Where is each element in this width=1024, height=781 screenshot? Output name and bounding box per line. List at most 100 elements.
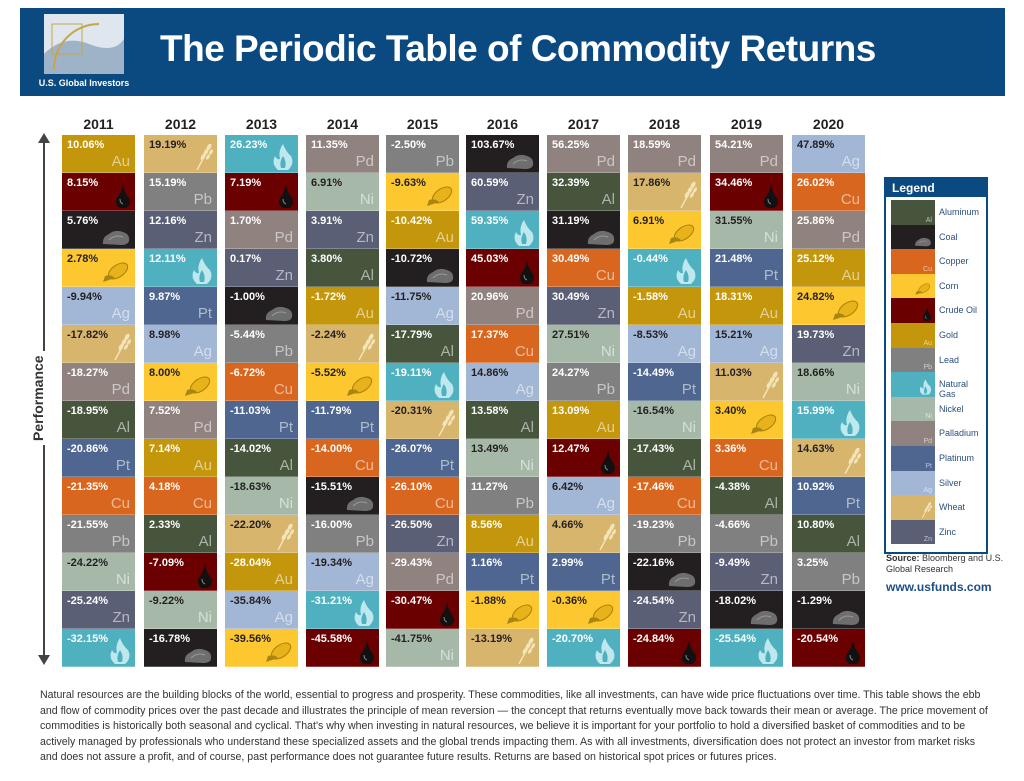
return-value: 4.18% (149, 481, 181, 493)
legend-swatch: Ag (891, 470, 935, 496)
table-cell-copper: -26.10% Cu (386, 477, 459, 515)
table-cell-natural-gas: 15.99% (792, 401, 865, 439)
table-cell-natural-gas: -20.70% (547, 629, 620, 667)
table-cell-wheat: -13.19% (466, 629, 539, 667)
return-value: 31.19% (552, 215, 590, 227)
element-symbol: Ag (193, 343, 212, 360)
return-value: 0.17% (230, 253, 262, 265)
source-note: Source: Bloomberg and U.S. Global Resear… (886, 553, 1006, 575)
table-cell-copper: 17.37% Cu (466, 325, 539, 363)
table-cell-zinc: 3.91% Zn (306, 211, 379, 249)
return-value: -35.84% (230, 595, 271, 607)
return-value: 19.73% (797, 329, 835, 341)
table-cell-lead: -19.23% Pb (628, 515, 701, 553)
return-value: -18.95% (67, 405, 108, 417)
element-symbol: Ni (278, 495, 293, 512)
return-value: 10.06% (67, 139, 105, 151)
element-symbol: Ni (115, 571, 130, 588)
legend-item-palladium: Pd Palladium (889, 421, 986, 446)
return-value: 18.31% (715, 291, 753, 303)
table-cell-lead: 11.27% Pb (466, 477, 539, 515)
return-value: 4.66% (552, 519, 584, 531)
element-symbol: Al (198, 533, 212, 550)
table-cell-silver: 6.42% Ag (547, 477, 620, 515)
table-cell-crude-oil: -30.47% (386, 591, 459, 629)
legend: Legend Al Aluminum Coal Cu Copper Corn Crude O… (884, 177, 988, 554)
element-symbol: Ni (681, 419, 696, 436)
legend-swatch (891, 273, 935, 299)
return-value: 25.12% (797, 253, 835, 265)
return-value: -1.29% (797, 595, 832, 607)
legend-label: Corn (939, 280, 959, 291)
website-url[interactable]: www.usfunds.com (886, 580, 992, 594)
year-header: 2018 (648, 116, 681, 132)
element-symbol: Al (360, 267, 374, 284)
table-cell-lead: -16.00% Pb (306, 515, 379, 553)
element-symbol: Al (279, 457, 293, 474)
legend-item-gold: Au Gold (889, 322, 986, 348)
table-cell-lead: 3.25% Pb (792, 553, 865, 591)
element-symbol: Pb (111, 533, 130, 550)
return-value: 11.35% (311, 139, 348, 151)
element-symbol: Pt (115, 457, 130, 474)
return-value: -5.52% (311, 367, 346, 379)
element-symbol: Ni (519, 457, 534, 474)
element-symbol: Au (111, 153, 130, 170)
element-symbol: Pb (274, 343, 293, 360)
table-cell-crude-oil: -24.84% (628, 629, 701, 667)
return-value: 18.66% (797, 367, 835, 379)
element-symbol: Al (520, 419, 534, 436)
element-symbol: Au (193, 457, 212, 474)
return-value: -5.44% (230, 329, 265, 341)
legend-swatch: Pt (891, 445, 935, 471)
legend-swatch: Cu (891, 249, 935, 274)
return-value: -17.43% (633, 443, 674, 455)
return-value: -8.53% (633, 329, 668, 341)
table-cell-natural-gas: -25.54% (710, 629, 783, 667)
table-cell-coal: -1.00% (225, 287, 298, 325)
table-cell-coal: -18.02% (710, 591, 783, 629)
table-cell-zinc: -25.24% Zn (62, 591, 135, 629)
element-symbol: Ag (841, 153, 860, 170)
element-symbol: Al (682, 457, 696, 474)
source-text: Bloomberg and U.S. Global Research (886, 553, 1004, 574)
return-value: 6.42% (552, 481, 584, 493)
element-symbol: Al (846, 533, 860, 550)
element-symbol: Cu (514, 343, 534, 360)
element-symbol: Pd (274, 229, 293, 246)
legend-label: Wheat (939, 502, 966, 513)
legend-swatch: Al (891, 200, 935, 225)
table-cell-aluminum: -4.38% Al (710, 477, 783, 515)
return-value: 26.23% (230, 139, 268, 151)
table-cell-silver: 14.86% Ag (466, 363, 539, 401)
source-label: Source: (886, 553, 920, 563)
return-value: -22.20% (230, 519, 271, 531)
element-symbol: Pt (439, 457, 454, 474)
table-cell-platinum: -11.79% Pt (306, 401, 379, 439)
table-cell-corn: -9.63% (386, 173, 459, 211)
year-header: 2017 (567, 116, 600, 132)
return-value: 45.03% (471, 253, 509, 265)
legend-label: Platinum (939, 452, 975, 463)
legend-label: Gold (939, 329, 959, 340)
table-cell-nickel: 18.66% Ni (792, 363, 865, 401)
table-cell-lead: -2.50% Pb (386, 135, 459, 173)
legend-swatch (891, 372, 935, 397)
return-value: -26.07% (391, 443, 432, 455)
table-cell-zinc: 19.73% Zn (792, 325, 865, 363)
legend-swatch: Pb (891, 347, 935, 373)
return-value: -21.55% (67, 519, 108, 531)
return-value: -1.00% (230, 291, 265, 303)
return-value: 8.15% (67, 177, 99, 189)
return-value: -17.79% (391, 329, 432, 341)
element-symbol: Pd (355, 153, 374, 170)
table-cell-zinc: 60.59% Zn (466, 173, 539, 211)
return-value: 3.91% (311, 215, 343, 227)
element-symbol: Ni (197, 609, 212, 626)
year-header: 2014 (326, 116, 359, 132)
return-value: -11.79% (311, 405, 352, 417)
table-cell-gold: -1.72% Au (306, 287, 379, 325)
return-value: -31.21% (311, 595, 352, 607)
table-cell-silver: -8.53% Ag (628, 325, 701, 363)
table-cell-natural-gas: -19.11% (386, 363, 459, 401)
